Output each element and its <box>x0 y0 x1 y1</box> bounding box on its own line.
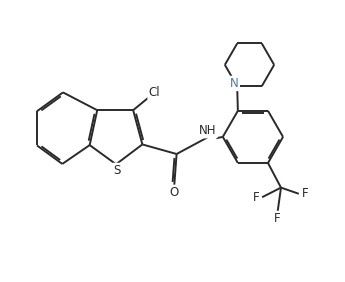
Text: Cl: Cl <box>149 86 160 99</box>
Text: NH: NH <box>199 124 217 137</box>
Text: S: S <box>113 164 120 177</box>
Text: F: F <box>274 212 281 225</box>
Text: N: N <box>230 77 239 90</box>
Text: O: O <box>170 186 179 199</box>
Text: F: F <box>253 191 259 204</box>
Text: F: F <box>302 187 309 200</box>
